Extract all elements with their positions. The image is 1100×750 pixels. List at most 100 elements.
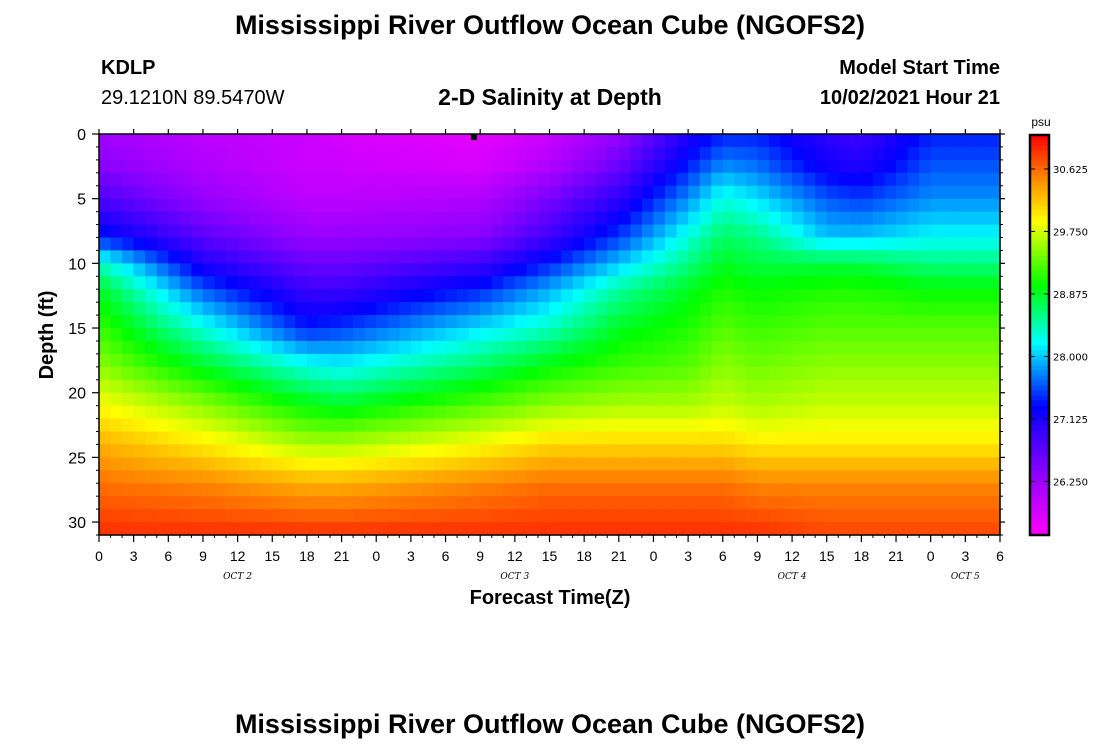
heatmap-cell xyxy=(618,328,631,342)
heatmap-cell xyxy=(803,431,816,446)
heatmap-cell xyxy=(595,198,608,213)
heatmap-cell xyxy=(99,353,112,368)
heatmap-cell xyxy=(976,185,990,200)
heatmap-cell xyxy=(364,483,377,497)
heatmap-cell xyxy=(699,353,712,368)
heatmap-cell xyxy=(942,289,955,303)
heatmap-cell xyxy=(133,263,146,277)
heatmap-cell xyxy=(676,405,689,420)
heatmap-cell xyxy=(872,470,886,484)
heatmap-cell xyxy=(179,418,193,433)
heatmap-cell xyxy=(884,366,897,381)
heatmap-cell xyxy=(930,159,943,174)
heatmap-cell xyxy=(283,457,296,471)
heatmap-cell xyxy=(364,328,377,342)
heatmap-cell xyxy=(122,172,135,187)
heatmap-cell xyxy=(665,172,678,187)
heatmap-cell xyxy=(734,276,747,290)
heatmap-cell xyxy=(306,185,320,200)
heatmap-cell xyxy=(734,522,747,536)
heatmap-cell xyxy=(237,340,250,355)
heatmap-cell xyxy=(768,315,782,329)
heatmap-cell xyxy=(226,444,239,458)
heatmap-cell xyxy=(757,224,770,239)
heatmap-cell xyxy=(110,224,123,239)
heatmap-cell xyxy=(156,211,169,226)
heatmap-cell xyxy=(988,159,1001,174)
heatmap-cell xyxy=(457,431,470,446)
heatmap-cell xyxy=(191,418,204,433)
heatmap-cell xyxy=(988,211,1001,226)
heatmap-cell xyxy=(699,509,712,523)
heatmap-cell xyxy=(249,328,262,342)
heatmap-cell xyxy=(803,340,816,355)
heatmap-cell xyxy=(780,379,793,394)
heatmap-cell xyxy=(353,237,366,252)
heatmap-cell xyxy=(122,302,135,316)
heatmap-cell xyxy=(676,379,689,394)
heatmap-cell xyxy=(110,418,123,433)
heatmap-cell xyxy=(526,211,539,226)
heatmap-cell xyxy=(838,431,851,446)
heatmap-cell xyxy=(699,289,712,303)
heatmap-cell xyxy=(768,263,782,277)
heatmap-cell xyxy=(976,250,990,264)
heatmap-cell xyxy=(561,405,574,420)
heatmap-cell xyxy=(457,405,470,420)
heatmap-cell xyxy=(168,211,181,226)
heatmap-cell xyxy=(757,172,770,187)
heatmap-cell xyxy=(757,185,770,200)
heatmap-cell xyxy=(145,340,158,355)
heatmap-cell xyxy=(641,263,655,277)
heatmap-cell xyxy=(214,172,227,187)
heatmap-cell xyxy=(884,353,897,368)
heatmap-cell xyxy=(491,496,504,510)
heatmap-cell xyxy=(99,289,112,303)
heatmap-cell xyxy=(202,276,216,290)
heatmap-cell xyxy=(988,224,1001,239)
heatmap-cell xyxy=(549,237,562,252)
heatmap-cell xyxy=(202,509,216,523)
heatmap-cell xyxy=(480,483,493,497)
heatmap-cell xyxy=(607,172,620,187)
heatmap-cell xyxy=(953,431,966,446)
heatmap-cell xyxy=(965,159,978,174)
heatmap-cell xyxy=(549,470,562,484)
heatmap-cell xyxy=(780,496,793,510)
heatmap-cell xyxy=(537,340,551,355)
heatmap-cell xyxy=(249,379,262,394)
heatmap-cell xyxy=(514,457,527,471)
heatmap-cell xyxy=(341,263,354,277)
heatmap-cell xyxy=(399,250,412,264)
heatmap-cell xyxy=(133,198,146,213)
heatmap-cell xyxy=(653,198,666,213)
heatmap-cell xyxy=(688,146,701,161)
colorbar-segment xyxy=(1030,285,1049,291)
heatmap-cell xyxy=(768,185,782,200)
heatmap-cell xyxy=(572,172,585,187)
heatmap-cell xyxy=(480,353,493,368)
heatmap-cell xyxy=(665,457,678,471)
heatmap-cell xyxy=(445,418,458,433)
heatmap-cell xyxy=(665,444,678,458)
heatmap-cell xyxy=(838,366,851,381)
heatmap-cell xyxy=(838,379,851,394)
heatmap-cell xyxy=(815,522,828,536)
heatmap-cell xyxy=(202,315,216,329)
heatmap-cell xyxy=(433,185,447,200)
heatmap-cell xyxy=(179,457,193,471)
heatmap-cell xyxy=(549,431,562,446)
heatmap-cell xyxy=(953,366,966,381)
heatmap-cell xyxy=(526,328,539,342)
heatmap-cell xyxy=(757,379,770,394)
heatmap-cell xyxy=(595,289,608,303)
heatmap-cell xyxy=(792,431,805,446)
heatmap-cell xyxy=(919,470,932,484)
heatmap-cell xyxy=(884,405,897,420)
heatmap-cell xyxy=(861,289,874,303)
heatmap-cell xyxy=(306,276,320,290)
heatmap-cell xyxy=(491,302,504,316)
heatmap-cell xyxy=(630,470,643,484)
heatmap-cell xyxy=(953,134,966,148)
heatmap-cell xyxy=(318,224,331,239)
